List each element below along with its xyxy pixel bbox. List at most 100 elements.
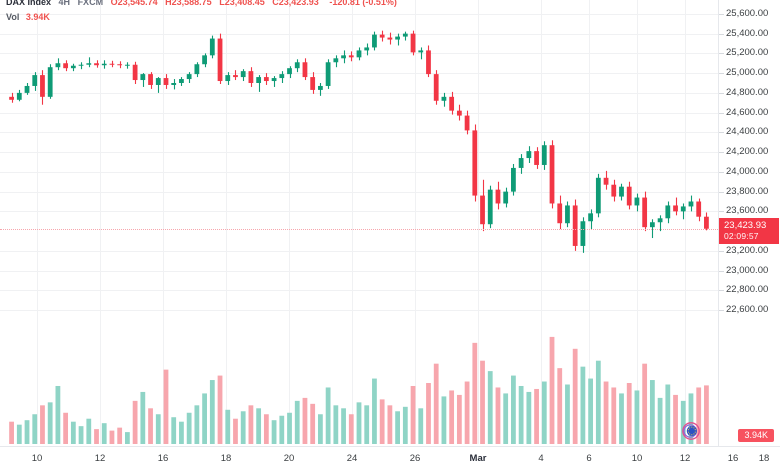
price-axis-label: 23,800.00 [726,185,769,197]
time-axis-label: 16 [727,453,739,464]
candle-body [611,184,617,197]
price-axis-label: 25,400.00 [726,27,769,39]
volume-bar [379,399,385,444]
volume-bar [256,408,262,444]
candle-body [526,151,532,159]
volume-bar [418,408,424,444]
volume-bar [124,432,130,444]
volume-bar [155,414,161,444]
candle-body [333,58,339,63]
time-axis[interactable]: 10 12 16 18 20 24 26 Mar 4 6 10 12 16 18 [0,446,780,470]
candle-body [456,110,462,116]
volume-bar [511,375,516,444]
volume-bar [626,383,632,444]
candle-body [472,130,478,196]
volume-bar [70,421,76,444]
volume-bar [534,388,539,444]
time-axis-label: 18 [758,453,770,464]
candle-body [140,74,146,81]
volume-bar [318,414,323,444]
candle-body [325,62,331,86]
time-axis-label: 6 [586,453,592,464]
candle-body [696,201,702,217]
time-axis-label: 20 [283,453,295,464]
candle-body [704,216,709,229]
volume-bar [673,394,678,444]
volume-bar [696,387,702,444]
volume-bar [248,405,254,444]
volume-bar [619,393,624,444]
candle-body [109,63,115,65]
volume-bar [109,430,115,444]
candle-body [410,33,416,53]
volume-bar [464,381,470,444]
volume-bar [171,417,177,444]
volume-bar [395,411,400,444]
price-axis-tick [719,250,724,252]
candle-body [395,36,400,40]
volume-bar [426,383,431,444]
volume-bar [503,393,509,444]
price-axis-tick [719,53,724,55]
price-axis-tick [719,92,724,94]
candle-body [94,63,99,66]
eu-flag-event-icon[interactable] [682,422,700,440]
candle-body [580,221,586,246]
price-axis-tick [719,112,724,114]
candle-body [163,78,169,85]
volume-bar [364,405,370,444]
volume-bar [40,405,45,444]
time-axis-label: 24 [346,453,358,464]
candle-body [310,77,316,90]
candle-body [186,74,192,80]
candle-body [626,186,632,206]
price-axis-label: 25,200.00 [726,47,769,59]
candle-body [572,205,578,246]
candle-body [356,50,362,58]
price-axis-tick [719,211,724,213]
price-axis-label: 23,000.00 [726,264,769,276]
candle-body [603,177,609,185]
volume-bar [302,397,308,444]
candle-body [86,63,92,65]
candle-body [55,63,61,68]
candle-body [202,55,207,65]
volume-bar [665,384,671,444]
candle-body [171,83,177,85]
volume-bar [541,381,547,444]
candle-body [387,37,393,40]
candle-body [209,38,215,56]
bar-countdown: 02:09:57 [724,231,759,241]
volume-bar [132,400,138,444]
volume-bar [704,385,709,444]
candle-body [379,34,385,38]
candle-body [595,177,601,214]
candle-body [665,205,671,219]
volume-bar [449,390,455,444]
time-axis-label: 4 [538,453,544,464]
volume-bar [287,412,292,444]
current-price-badge[interactable]: 23,423.93 02:09:57 [719,218,779,244]
volume-bar [433,363,439,444]
candle-body [348,55,354,58]
price-axis-label: 24,600.00 [726,106,769,118]
candle-body [541,145,547,165]
candle-body [680,206,686,212]
price-axis-tick [719,290,724,292]
volume-bar [217,375,223,444]
candle-body [433,74,439,101]
price-axis-tick [719,33,724,35]
volume-bar [642,363,648,444]
candle-body [256,77,262,83]
volume-badge[interactable]: 3.94K [738,429,774,442]
volume-bar [47,402,53,444]
time-axis-label: 16 [157,453,169,464]
volume-bar [603,381,609,444]
candle-body [63,63,69,69]
volume-bar [86,418,92,444]
candle-body [557,203,563,224]
candle-body [464,115,470,131]
volume-bar [372,378,377,444]
